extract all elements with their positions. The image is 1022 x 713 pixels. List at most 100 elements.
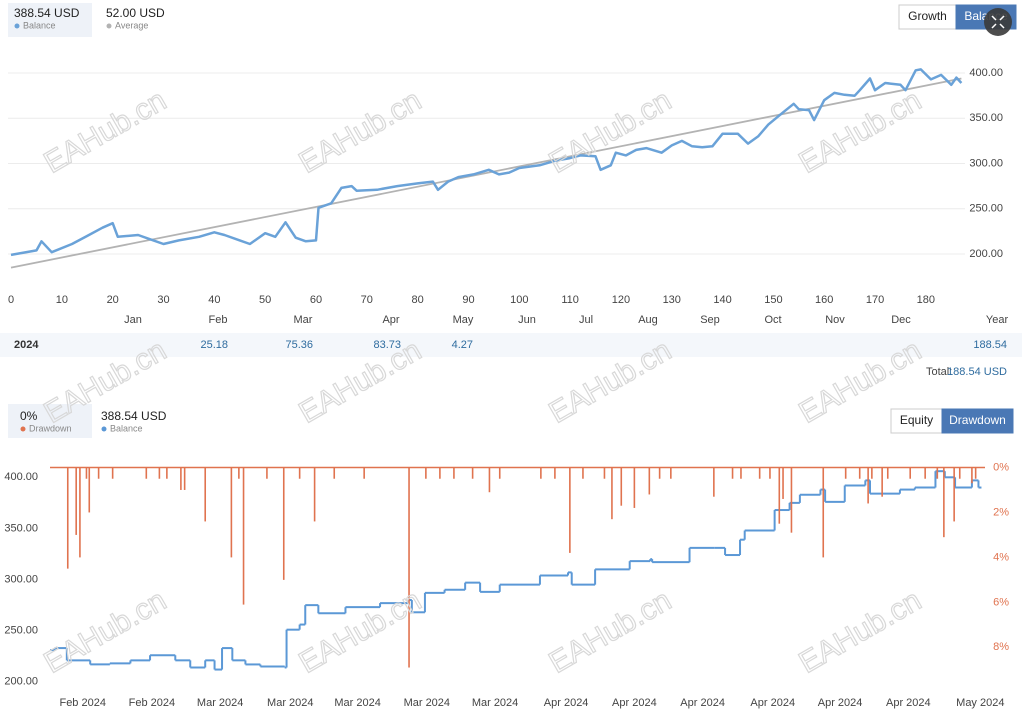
legend-label: Balance <box>110 423 143 433</box>
drawdown-bar <box>958 467 961 479</box>
drawdown-bar <box>858 467 861 479</box>
drawdown-bar <box>844 467 847 479</box>
y-tick-label: 350.00 <box>4 522 38 534</box>
drawdown-bar <box>822 467 825 558</box>
row-label: 2024 <box>14 339 39 351</box>
drawdown-bar <box>498 467 501 479</box>
y-tick-label: 250.00 <box>969 203 1003 215</box>
x-tick-label: Feb 2024 <box>129 697 175 709</box>
drawdown-bar <box>871 467 873 479</box>
toggle-button-label[interactable]: Equity <box>900 413 933 427</box>
drawdown-bar <box>238 467 240 479</box>
drawdown-bar <box>769 467 771 479</box>
legend-active-box <box>8 3 92 37</box>
total-label: Total: <box>926 366 952 378</box>
x-tick-label: Apr 2024 <box>612 697 657 709</box>
x-tick-label: 60 <box>310 294 322 306</box>
x-tick-label: 50 <box>259 294 271 306</box>
drawdown-bar <box>633 467 636 508</box>
drawdown-bar <box>909 467 911 479</box>
drawdown-bar <box>886 467 889 479</box>
toggle-button[interactable] <box>941 408 1014 434</box>
drawdown-bar <box>111 467 114 479</box>
y-tick-label: 350.00 <box>969 112 1003 124</box>
month-return: 4.27 <box>452 339 473 351</box>
x-tick-label: 180 <box>917 294 935 306</box>
y-tick-label: 400.00 <box>969 67 1003 79</box>
x-tick-label: 30 <box>157 294 169 306</box>
month-label: Nov <box>825 314 845 326</box>
watermark: EAHub.cn <box>794 584 927 680</box>
drawdown-bar <box>298 467 301 479</box>
drawdown-bar <box>924 467 926 479</box>
drawdown-bar <box>758 467 761 479</box>
month-label: Apr <box>382 314 399 326</box>
legend-label: Balance <box>23 20 56 30</box>
legend-dot <box>106 23 112 29</box>
x-tick-label: 10 <box>56 294 68 306</box>
drawdown-bar <box>333 467 336 479</box>
month-label: Mar <box>294 314 313 326</box>
series-line <box>10 68 963 257</box>
month-label: May <box>453 314 474 326</box>
legend-value: 0% <box>20 409 38 423</box>
drawdown-bar <box>670 467 672 479</box>
drawdown-bar <box>603 467 606 479</box>
drawdown-bar <box>731 467 734 479</box>
drawdown-bar <box>66 467 69 569</box>
drawdown-bar <box>408 467 410 668</box>
watermark: EAHub.cn <box>544 584 677 680</box>
legend-dot <box>20 426 26 432</box>
drawdown-bar <box>936 467 939 479</box>
month-return: 25.18 <box>200 339 228 351</box>
drawdown-bar <box>266 467 268 479</box>
x-tick-label: Apr 2024 <box>544 697 589 709</box>
drawdown-bar <box>974 467 977 479</box>
toggle-button-label[interactable]: Drawdown <box>949 413 1006 427</box>
month-label: Year <box>986 314 1009 326</box>
y-tick-label: 250.00 <box>4 625 38 637</box>
table-row-bg <box>0 333 1022 357</box>
watermark: EAHub.cn <box>294 84 427 180</box>
drawdown-bar <box>488 467 491 493</box>
x-tick-label: 40 <box>208 294 220 306</box>
month-label: Dec <box>891 314 911 326</box>
drawdown-bar <box>867 467 869 504</box>
drawdown-bar <box>953 467 955 522</box>
month-return: 75.36 <box>285 339 313 351</box>
x-tick-label: Mar 2024 <box>197 697 243 709</box>
drawdown-bar <box>611 467 613 520</box>
drawdown-bar <box>75 467 77 535</box>
legend-value: 388.54 USD <box>101 409 167 423</box>
legend-label: Average <box>115 20 148 30</box>
drawdown-bar <box>648 467 651 495</box>
drawdown-bar <box>658 467 661 479</box>
x-tick-label: 100 <box>510 294 528 306</box>
y2-tick-label: 2% <box>993 506 1009 518</box>
y-tick-label: 400.00 <box>4 471 38 483</box>
drawdown-bar <box>943 467 945 538</box>
x-tick-label: May 2024 <box>956 697 1004 709</box>
drawdown-bar <box>242 467 245 605</box>
month-label: Feb <box>209 314 228 326</box>
x-tick-label: Apr 2024 <box>680 697 725 709</box>
toggle-button-label[interactable]: Growth <box>908 9 947 23</box>
drawdown-bar <box>439 467 441 479</box>
month-return: 83.73 <box>373 339 401 351</box>
drawdown-bar <box>569 467 571 553</box>
expand-icon[interactable] <box>984 8 1012 36</box>
y-tick-label: 300.00 <box>4 573 38 585</box>
x-tick-label: 20 <box>107 294 119 306</box>
legend-value: 52.00 USD <box>106 6 165 20</box>
drawdown-bar <box>204 467 207 522</box>
toggle-button[interactable] <box>890 408 943 434</box>
x-tick-label: Mar 2024 <box>267 697 313 709</box>
drawdown-bar <box>145 467 148 479</box>
watermark: EAHub.cn <box>39 84 172 180</box>
drawdown-bar <box>778 467 781 524</box>
x-tick-label: 90 <box>462 294 474 306</box>
drawdown-bar <box>183 467 186 490</box>
x-tick-label: 170 <box>866 294 884 306</box>
drawdown-bar <box>166 467 168 479</box>
